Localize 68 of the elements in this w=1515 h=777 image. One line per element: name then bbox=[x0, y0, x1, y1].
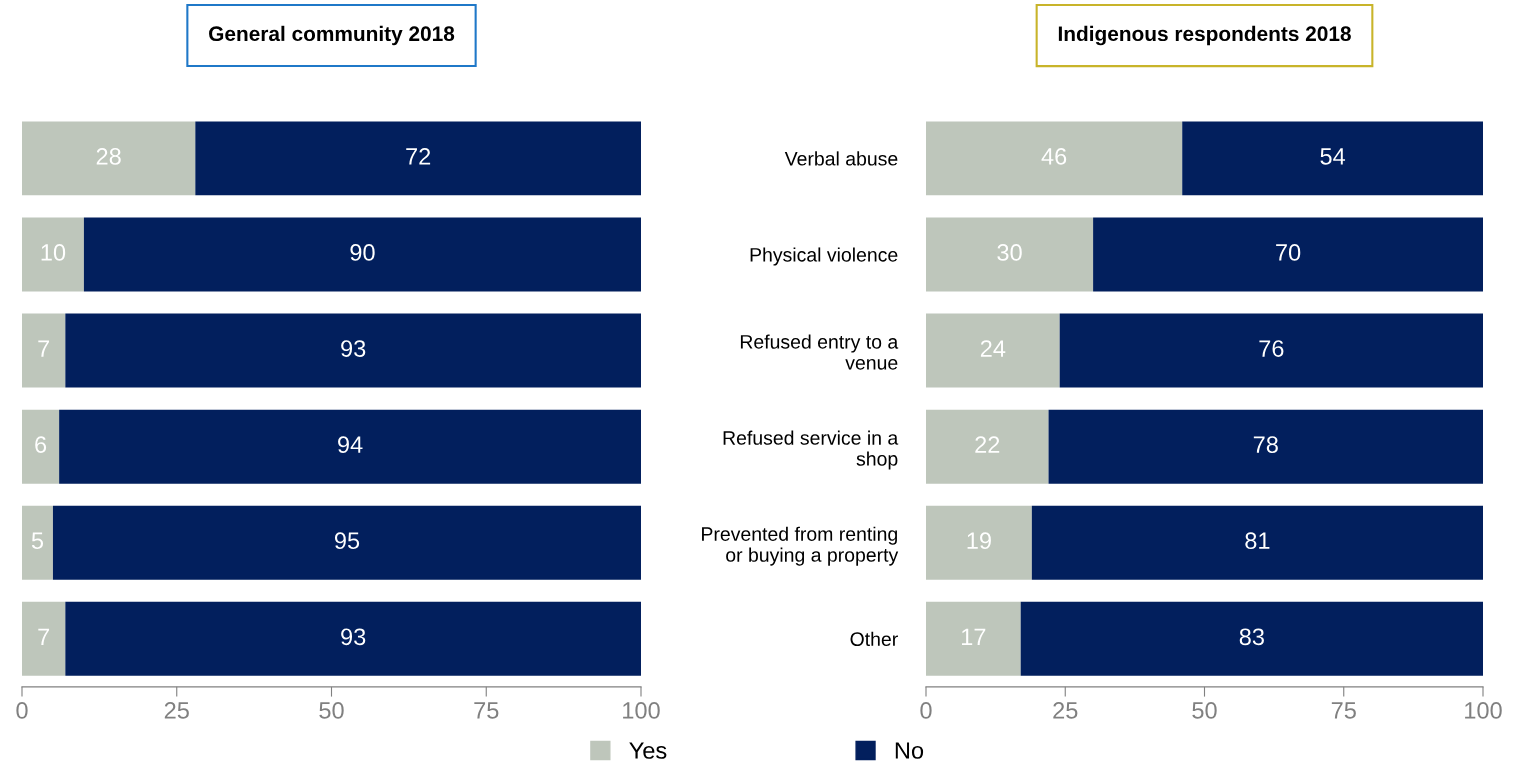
y-tick-label: Refused entry to a venue bbox=[740, 334, 899, 370]
bar bbox=[83, 217, 641, 292]
data-label: 54 bbox=[1320, 148, 1346, 165]
bar bbox=[22, 409, 60, 484]
bar bbox=[1031, 505, 1483, 580]
bar bbox=[59, 409, 641, 484]
x-tick-label: 75 bbox=[1331, 702, 1356, 719]
data-label: 94 bbox=[338, 436, 363, 453]
x-tick-label: 0 bbox=[16, 702, 28, 719]
bar bbox=[926, 217, 1094, 292]
x-tick-label: 75 bbox=[474, 702, 499, 719]
bar bbox=[22, 217, 84, 292]
data-label: 19 bbox=[967, 532, 991, 550]
data-label: 93 bbox=[341, 340, 366, 357]
bar bbox=[22, 601, 66, 676]
x-tick-label: 100 bbox=[623, 702, 660, 719]
data-label: 72 bbox=[406, 148, 431, 165]
chart-title: General community 2018 bbox=[209, 25, 455, 46]
bar bbox=[926, 505, 1032, 580]
x-tick-label: 50 bbox=[319, 702, 344, 719]
x-tick-label: 100 bbox=[1465, 702, 1502, 719]
y-tick-label: Refused service in a shop bbox=[723, 430, 899, 470]
x-tick-label: 50 bbox=[1192, 702, 1217, 719]
bar bbox=[195, 121, 641, 196]
legend-label: No bbox=[895, 742, 924, 759]
data-label: 28 bbox=[96, 148, 121, 165]
bar bbox=[1020, 601, 1483, 676]
bar bbox=[22, 505, 53, 580]
data-label: 90 bbox=[350, 244, 375, 261]
bar bbox=[926, 313, 1060, 388]
bar bbox=[1182, 121, 1483, 196]
bar bbox=[1059, 313, 1483, 388]
data-label: 30 bbox=[997, 244, 1022, 261]
data-label: 10 bbox=[41, 244, 66, 261]
data-label: 81 bbox=[1245, 532, 1270, 550]
bar bbox=[926, 121, 1183, 196]
x-tick-label: 25 bbox=[164, 702, 189, 719]
data-label: 76 bbox=[1259, 340, 1284, 357]
data-label: 24 bbox=[980, 340, 1006, 357]
bar bbox=[65, 313, 641, 388]
bar bbox=[52, 505, 641, 580]
data-label: 5 bbox=[31, 532, 44, 550]
chart-title: Indigenous respondents 2018 bbox=[1058, 25, 1351, 46]
data-label: 83 bbox=[1239, 628, 1264, 646]
data-label: 7 bbox=[38, 340, 50, 357]
data-label: 46 bbox=[1041, 148, 1067, 165]
data-label: 95 bbox=[334, 532, 360, 550]
bar bbox=[926, 601, 1021, 676]
bar bbox=[22, 121, 196, 196]
x-tick-label: 0 bbox=[920, 702, 932, 719]
data-label: 7 bbox=[38, 628, 50, 645]
y-tick-label: Physical violence bbox=[750, 247, 898, 266]
y-tick-label: Other bbox=[850, 631, 898, 647]
legend-label: Yes bbox=[629, 742, 667, 759]
y-tick-label: Prevented from renting or buying a property bbox=[702, 526, 899, 566]
bar bbox=[22, 313, 66, 388]
data-label: 22 bbox=[975, 436, 1000, 453]
x-tick-label: 25 bbox=[1053, 702, 1078, 719]
bar bbox=[1048, 409, 1483, 484]
data-label: 78 bbox=[1253, 436, 1278, 453]
data-label: 17 bbox=[962, 628, 986, 645]
data-label: 6 bbox=[35, 436, 47, 453]
bar bbox=[65, 601, 641, 676]
y-tick-label: Verbal abuse bbox=[784, 151, 898, 166]
data-label: 70 bbox=[1276, 244, 1301, 261]
bar bbox=[1093, 217, 1483, 292]
bar bbox=[926, 409, 1049, 484]
data-label: 93 bbox=[341, 628, 366, 646]
